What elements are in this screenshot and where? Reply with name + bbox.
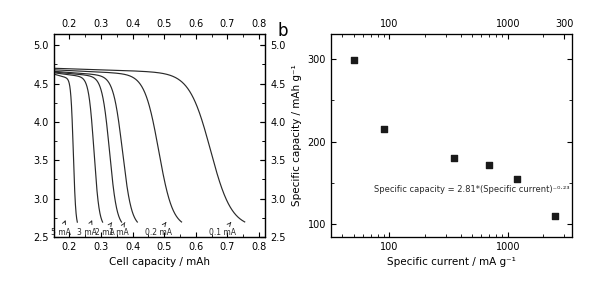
Text: 3 mA: 3 mA: [77, 221, 97, 237]
Text: 5 mA: 5 mA: [51, 221, 70, 237]
Point: [550, 214, 560, 219]
Point: [485, 162, 494, 167]
Text: 0.1 mA: 0.1 mA: [209, 223, 236, 237]
Text: 0.2 mA: 0.2 mA: [145, 222, 172, 237]
Text: 2 mA: 2 mA: [95, 222, 114, 237]
Point: [379, 127, 389, 131]
Point: [513, 177, 522, 181]
X-axis label: Cell capacity / mAh: Cell capacity / mAh: [109, 257, 210, 267]
Text: b: b: [278, 22, 288, 40]
Y-axis label: Specific capacity / mAh g⁻¹: Specific capacity / mAh g⁻¹: [292, 65, 302, 206]
Text: 1 mA: 1 mA: [110, 222, 129, 237]
Point: [449, 156, 458, 160]
Text: Specific capacity = 2.81*(Specific current)⁻⁰·²³: Specific capacity = 2.81*(Specific curre…: [374, 185, 570, 194]
X-axis label: Specific current / mA g⁻¹: Specific current / mA g⁻¹: [387, 257, 516, 267]
Point: [349, 58, 358, 63]
